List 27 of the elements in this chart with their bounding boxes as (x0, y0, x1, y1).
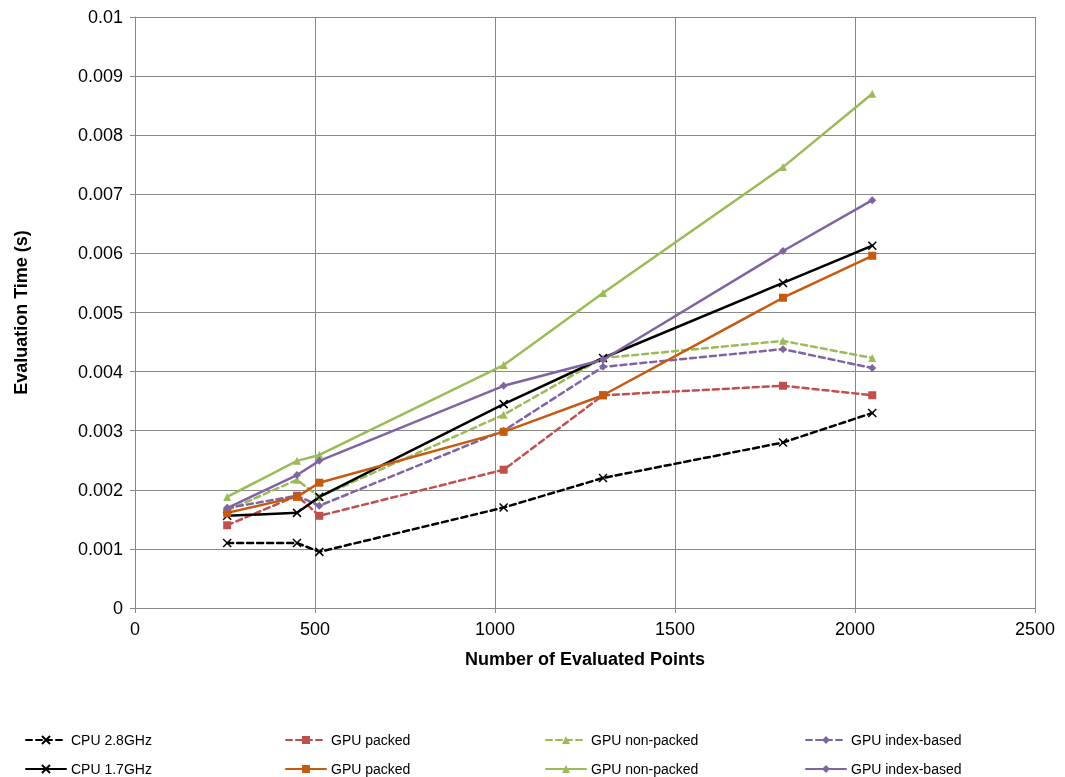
x-axis-title: Number of Evaluated Points (464, 649, 706, 669)
x-tick-label: 2500 (1014, 619, 1056, 639)
y-tick-label: 0.002 (77, 479, 123, 500)
y-tick-label: 0.01 (87, 7, 123, 27)
legend-label: CPU 2.8GHz (71, 732, 152, 748)
y-axis-title: Evaluation Time (s) (11, 230, 31, 395)
legend-label: GPU index-based (851, 761, 962, 777)
legend-label: CPU 1.7GHz (71, 761, 152, 777)
y-tick-label: 0.008 (77, 125, 123, 146)
legend-label: GPU packed (331, 761, 411, 777)
y-tick-label: 0.005 (77, 302, 123, 323)
x-tick-label: 2000 (834, 619, 876, 639)
y-tick-label: 0.004 (77, 361, 123, 382)
legend-label: GPU non-packed (591, 732, 699, 748)
legend-label: GPU index-based (851, 732, 962, 748)
y-tick-label: 0.007 (77, 184, 123, 205)
y-tick-label: 0 (112, 598, 123, 618)
y-tick-label: 0.009 (77, 66, 123, 87)
y-tick-label: 0.001 (77, 538, 123, 559)
legend-label: GPU non-packed (591, 761, 699, 777)
x-tick-label: 0 (129, 619, 141, 639)
y-tick-label: 0.006 (77, 243, 123, 264)
y-tick-label: 0.003 (77, 420, 123, 441)
x-tick-label: 1000 (474, 619, 516, 639)
legend-label: GPU packed (331, 732, 411, 748)
x-tick-label: 500 (299, 619, 331, 639)
x-tick-label: 1500 (654, 619, 696, 639)
